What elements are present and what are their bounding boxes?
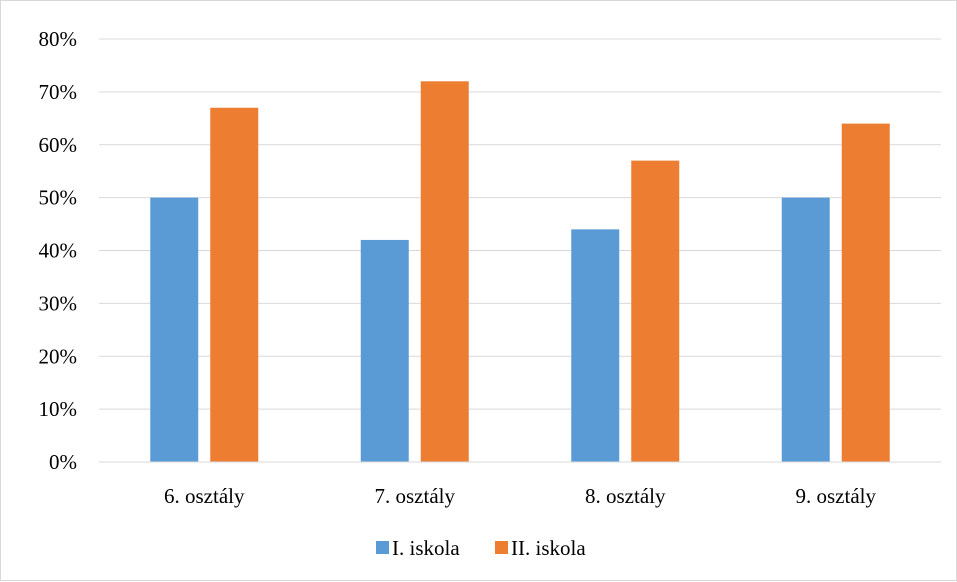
bar-ii-iskola-9 bbox=[841, 123, 890, 462]
bar-i-iskola-7 bbox=[360, 239, 409, 462]
y-tick-label: 10% bbox=[39, 397, 78, 421]
bar-i-iskola-6 bbox=[150, 197, 199, 462]
legend-swatch bbox=[376, 541, 389, 554]
x-axis-ticks: 6. osztály 7. osztály 8. osztály 9. osztály bbox=[99, 461, 941, 508]
y-tick-label: 80% bbox=[39, 27, 78, 51]
y-tick-label: 40% bbox=[39, 239, 78, 263]
legend-label: II. iskola bbox=[511, 536, 586, 560]
y-tick-label: 20% bbox=[39, 344, 78, 368]
y-tick-label: 50% bbox=[39, 186, 78, 210]
x-tick-label: 8. osztály bbox=[585, 484, 666, 508]
x-tick-label: 9. osztály bbox=[796, 484, 877, 508]
legend: I. iskola II. iskola bbox=[376, 536, 586, 560]
bar-ii-iskola-6 bbox=[210, 107, 259, 463]
bars bbox=[150, 81, 890, 463]
legend-label: I. iskola bbox=[392, 536, 460, 560]
bar-ii-iskola-7 bbox=[420, 81, 469, 463]
y-tick-label: 30% bbox=[39, 291, 78, 315]
x-tick-label: 6. osztály bbox=[164, 484, 245, 508]
legend-swatch bbox=[495, 541, 508, 554]
bar-ii-iskola-8 bbox=[631, 160, 680, 463]
bar-i-iskola-9 bbox=[781, 197, 830, 462]
y-tick-label: 60% bbox=[39, 133, 78, 157]
x-tick-label: 7. osztály bbox=[375, 484, 456, 508]
bar-i-iskola-8 bbox=[571, 229, 620, 462]
y-axis-ticks: 0% 10% 20% 30% 40% 50% 60% 70% 80% bbox=[39, 27, 78, 474]
y-tick-label: 70% bbox=[39, 80, 78, 104]
y-tick-label: 0% bbox=[49, 450, 77, 474]
